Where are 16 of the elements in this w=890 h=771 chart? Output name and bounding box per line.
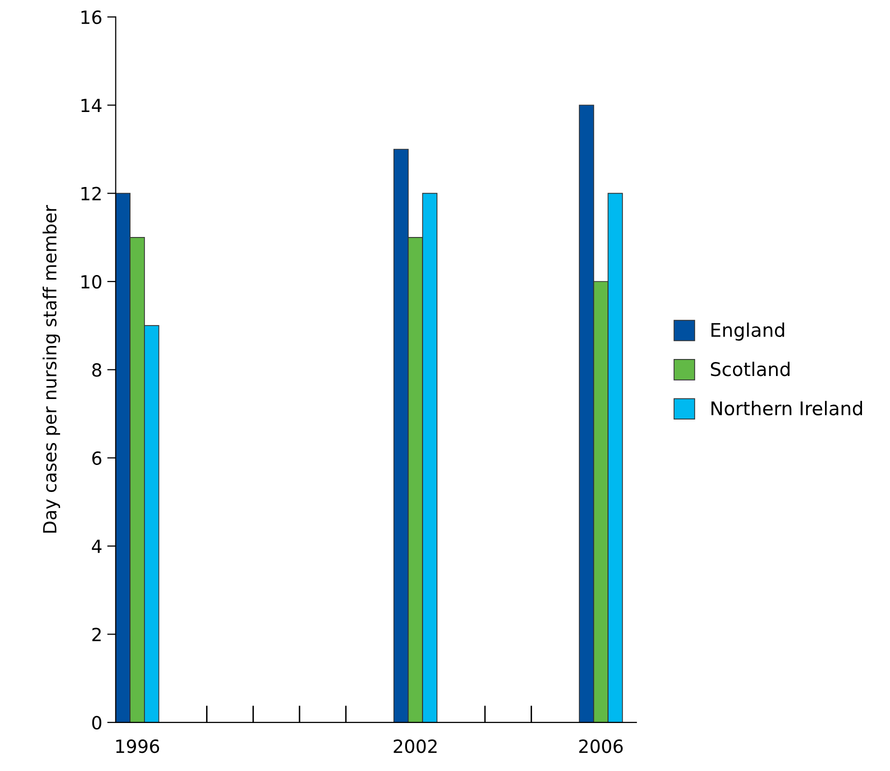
legend-label: Northern Ireland <box>712 400 862 416</box>
legend-label: Scotland <box>710 362 790 376</box>
y-tick-label: 2 <box>92 628 101 642</box>
y-tick-label: 14 <box>82 98 102 112</box>
y-tick-label: 4 <box>92 540 102 553</box>
x-tick-label: 2006 <box>579 739 623 754</box>
x-tick-label: 1996 <box>116 739 160 754</box>
y-tick-label: 16 <box>82 10 102 24</box>
y-tick-label: 0 <box>92 716 102 730</box>
y-tick-label: 12 <box>82 186 101 200</box>
y-tick-label: 6 <box>92 451 102 465</box>
x-tick-label: 2002 <box>394 739 437 754</box>
y-tick-label: 8 <box>92 363 102 377</box>
legend-label: England <box>712 322 784 341</box>
y-axis-title: Day cases per nursing staff member <box>42 204 60 533</box>
y-tick-label: 10 <box>82 274 102 289</box>
